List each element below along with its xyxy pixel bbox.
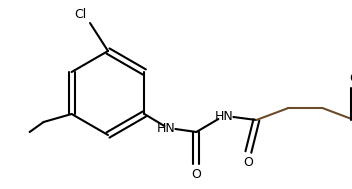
Text: O: O (350, 71, 352, 84)
Text: HN: HN (215, 109, 234, 122)
Text: O: O (244, 156, 253, 169)
Text: O: O (191, 167, 201, 180)
Text: Cl: Cl (74, 9, 86, 22)
Text: HN: HN (157, 122, 176, 135)
